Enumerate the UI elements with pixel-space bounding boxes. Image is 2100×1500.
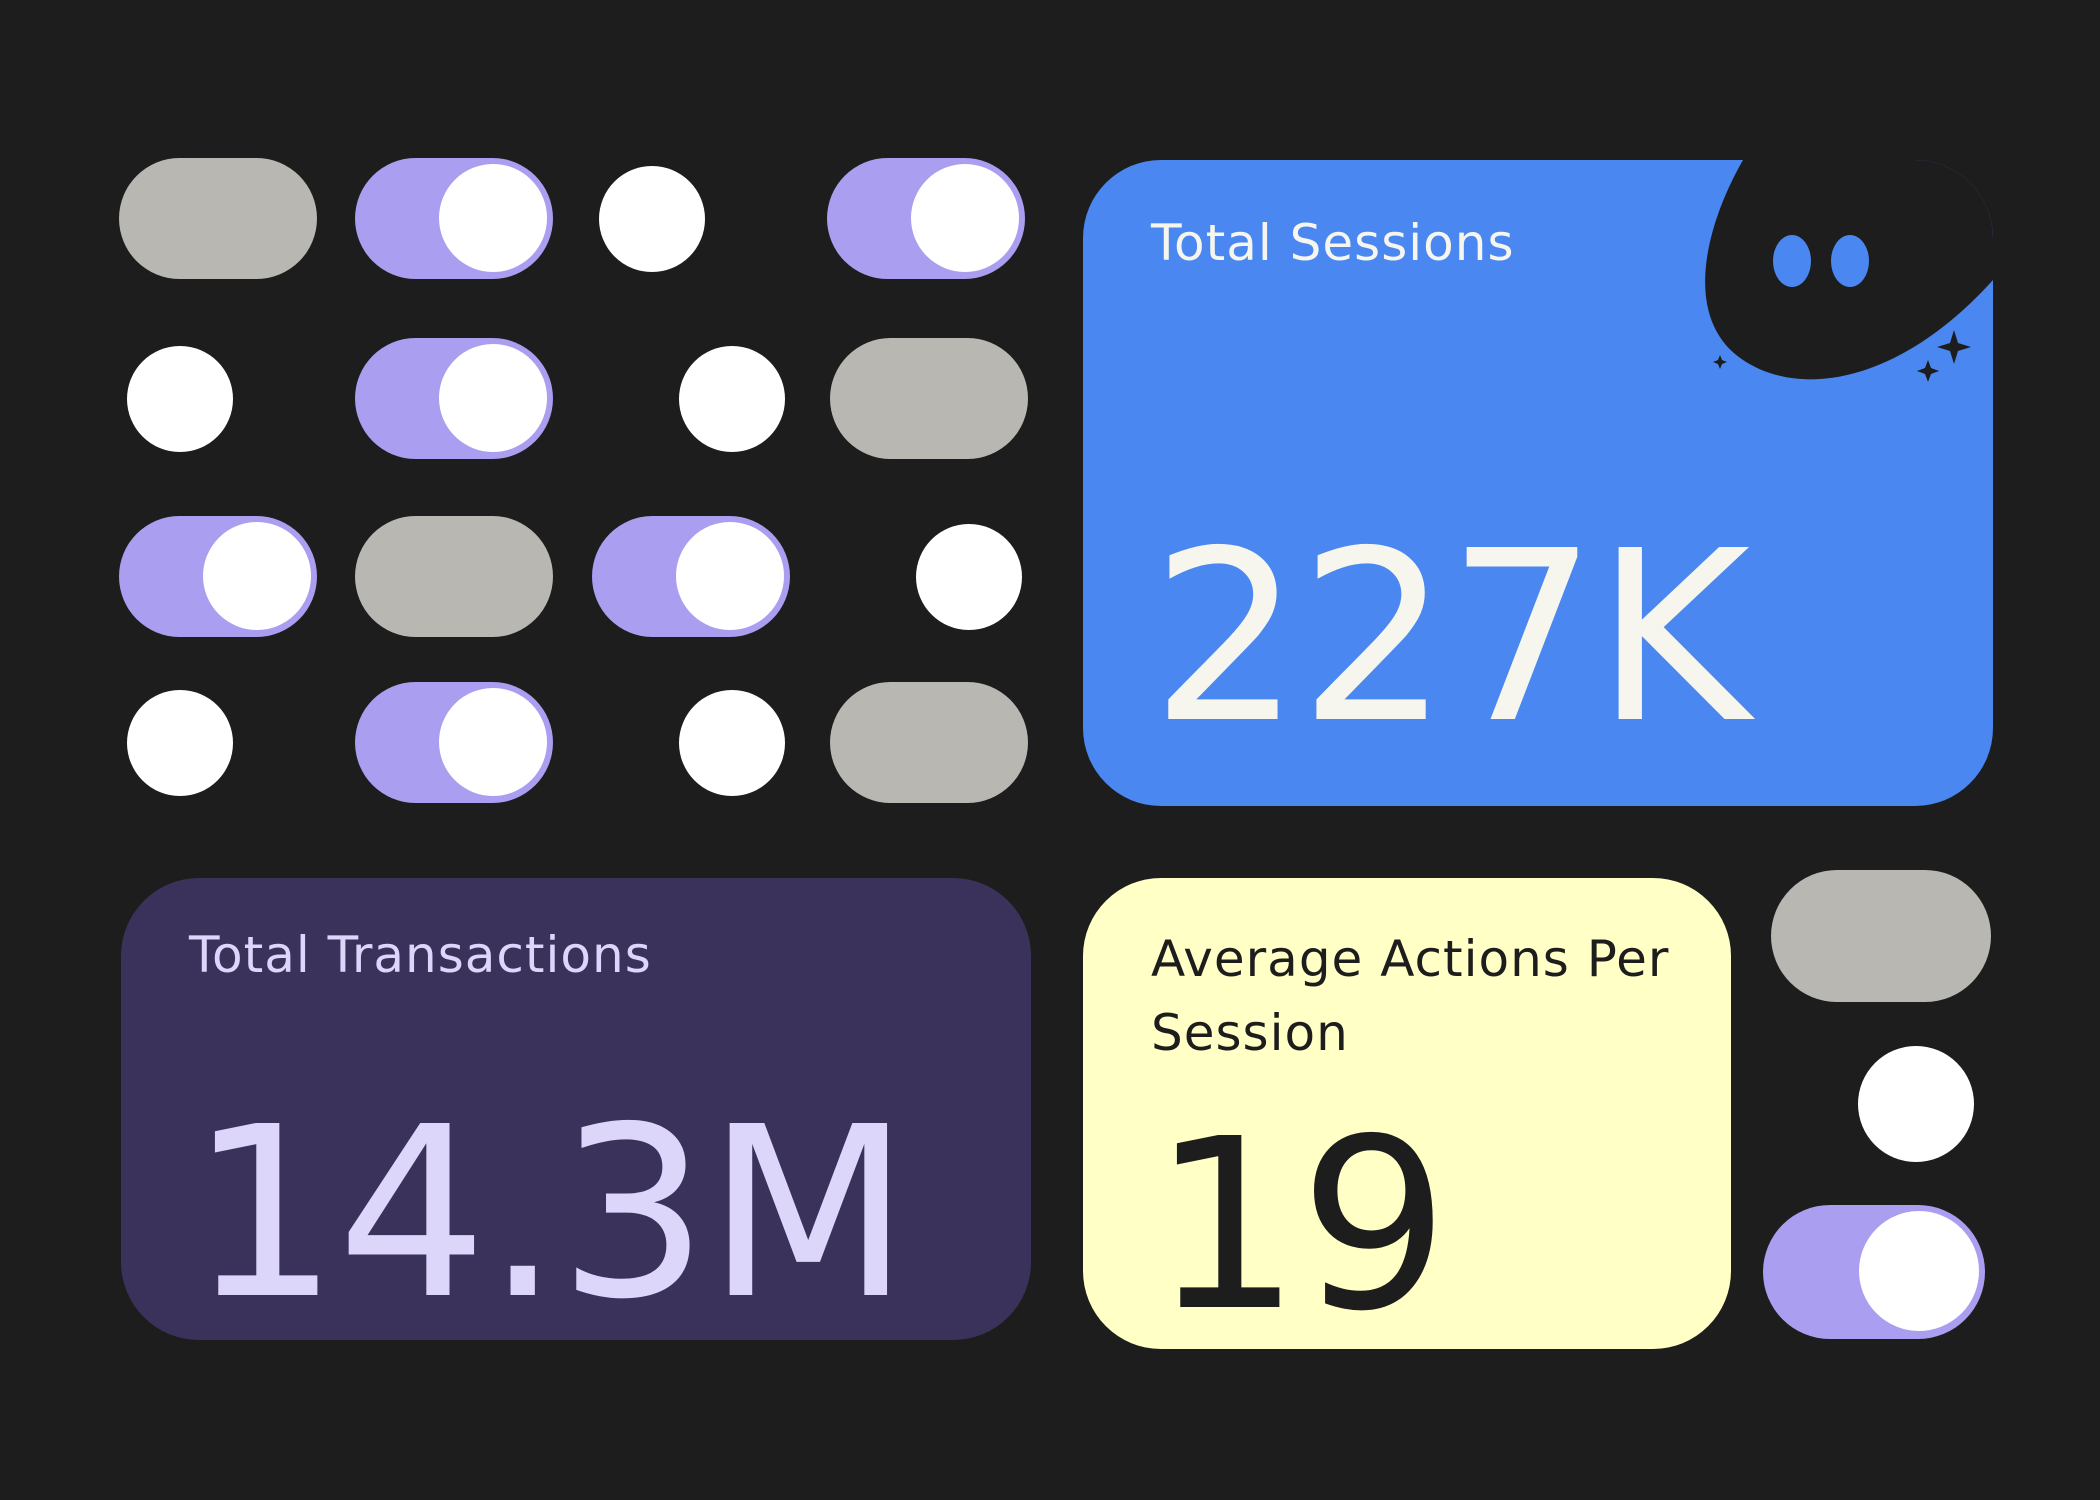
toggle-switch-icon[interactable] [592,516,790,637]
smiley-mascot-icon [1705,160,1993,382]
toggle-switch-icon[interactable] [355,682,553,803]
dot-icon [916,524,1022,630]
transactions-label: Total Transactions [189,926,652,984]
toggle-switch-icon[interactable] [119,158,317,279]
total-transactions-card: Total Transactions 14.3M [121,878,1031,1340]
dot-icon [1858,1046,1974,1162]
sessions-value: 227K [1151,500,1750,775]
toggle-switch-icon[interactable] [1763,1205,1985,1339]
toggle-switch-icon[interactable] [827,158,1025,279]
dot-icon [599,166,705,272]
toggle-switch-icon[interactable] [830,338,1028,459]
total-sessions-card: Total Sessions 227K [1083,160,1993,806]
toggle-switch-icon[interactable] [355,338,553,459]
dot-icon [679,690,785,796]
transactions-value: 14.3M [189,1076,910,1351]
toggle-switch-icon[interactable] [355,516,553,637]
dot-icon [127,690,233,796]
toggle-switch-icon[interactable] [1771,870,1991,1002]
average-value: 19 [1151,1088,1449,1363]
dot-icon [679,346,785,452]
toggle-knob [439,688,547,796]
average-label: Average Actions Per Session [1151,930,1670,1062]
toggle-knob [911,164,1019,272]
toggle-switch-icon[interactable] [355,158,553,279]
toggle-knob [439,164,547,272]
sparkle-icon [1713,328,1971,382]
toggle-switch-icon[interactable] [830,682,1028,803]
toggle-knob [439,344,547,452]
dot-icon [127,346,233,452]
toggle-knob [1859,1211,1979,1331]
toggle-knob [203,522,311,630]
average-actions-card: Average Actions Per Session 19 [1083,878,1731,1349]
toggle-knob [676,522,784,630]
toggle-switch-icon[interactable] [119,516,317,637]
sessions-label: Total Sessions [1151,214,1515,272]
